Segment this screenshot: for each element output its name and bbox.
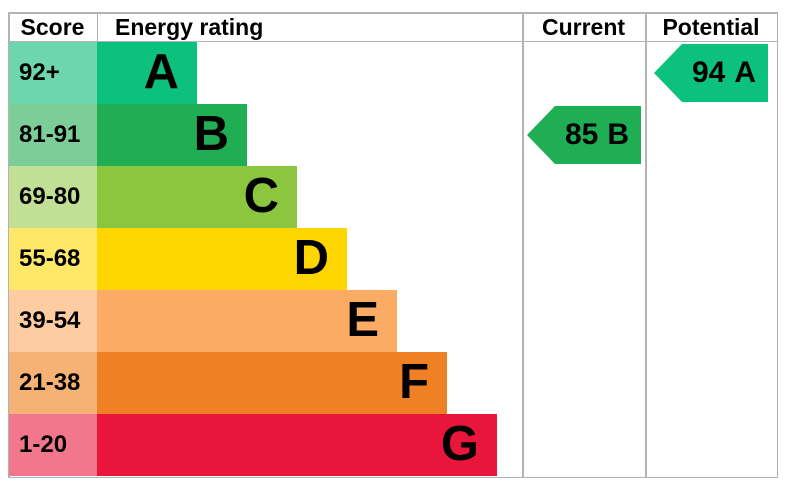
column-header-current: Current xyxy=(541,14,626,40)
band-score-c: 69-80 xyxy=(9,166,97,228)
band-row-b: 81-91 B xyxy=(9,104,778,166)
current-column-divider xyxy=(522,12,524,478)
band-bar-c: C xyxy=(97,166,297,228)
potential-rating-value: 94 xyxy=(691,56,726,89)
band-row-a: 92+ A xyxy=(9,42,778,104)
current-rating-letter: B xyxy=(607,118,630,151)
band-score-f: 21-38 xyxy=(9,352,97,414)
column-header-potential: Potential xyxy=(662,14,760,40)
band-score-e: 39-54 xyxy=(9,290,97,352)
table-top-border xyxy=(8,12,778,14)
band-bar-f: F xyxy=(97,352,447,414)
band-row-e: 39-54 E xyxy=(9,290,778,352)
band-score-a: 92+ xyxy=(9,42,97,104)
table-bottom-border xyxy=(8,476,778,478)
band-row-d: 55-68 D xyxy=(9,228,778,290)
header-bottom-border xyxy=(8,40,778,42)
band-bar-b: B xyxy=(97,104,247,166)
band-bar-e: E xyxy=(97,290,397,352)
column-header-score: Score xyxy=(20,14,85,40)
band-score-b: 81-91 xyxy=(9,104,97,166)
potential-column-divider xyxy=(645,12,647,478)
band-bar-d: D xyxy=(97,228,347,290)
current-rating-arrow: 85 B xyxy=(527,106,641,164)
band-row-f: 21-38 F xyxy=(9,352,778,414)
column-header-energy-rating: Energy rating xyxy=(115,14,264,40)
band-score-d: 55-68 xyxy=(9,228,97,290)
potential-rating-letter: A xyxy=(734,56,757,89)
band-bar-g: G xyxy=(97,414,497,476)
table-left-border xyxy=(8,12,10,478)
band-score-g: 1-20 xyxy=(9,414,97,476)
current-rating-value: 85 xyxy=(564,118,599,151)
band-row-g: 1-20 G xyxy=(9,414,778,476)
table-right-border xyxy=(776,12,778,478)
potential-rating-arrow: 94 A xyxy=(654,44,768,102)
band-bar-a: A xyxy=(97,42,197,104)
score-column-divider xyxy=(96,12,98,41)
band-row-c: 69-80 C xyxy=(9,166,778,228)
